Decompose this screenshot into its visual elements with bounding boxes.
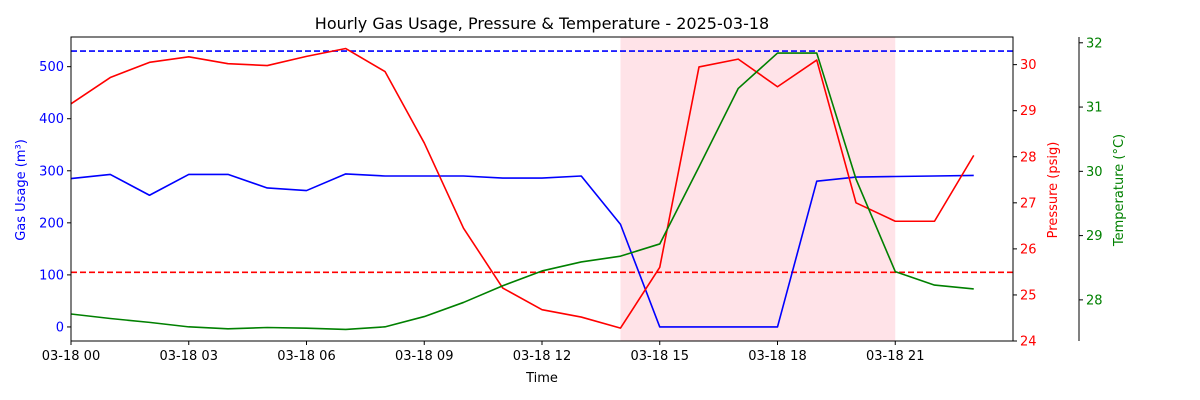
gas-tick-label: 300 bbox=[39, 164, 64, 179]
gas-axis-label: Gas Usage (m³) bbox=[14, 139, 29, 241]
temperature-axis-label: Temperature (°C) bbox=[1112, 134, 1127, 247]
pressure-tick-label: 25 bbox=[1020, 288, 1037, 303]
gas-series-line bbox=[70, 173, 974, 328]
x-tick-label: 03-18 18 bbox=[748, 349, 806, 364]
gas-tick-label: 200 bbox=[39, 216, 64, 231]
gas-tick-label: 500 bbox=[39, 60, 64, 75]
pressure-axis-label: Pressure (psig) bbox=[1046, 142, 1061, 239]
gas-tick-label: 400 bbox=[39, 112, 64, 127]
x-axis-label: Time bbox=[525, 371, 558, 386]
pressure-tick-label: 28 bbox=[1020, 150, 1037, 165]
pressure-tick-label: 24 bbox=[1020, 335, 1037, 350]
pressure-series-line bbox=[70, 47, 975, 329]
x-tick-label: 03-18 15 bbox=[631, 349, 689, 364]
x-tick-label: 03-18 12 bbox=[513, 349, 571, 364]
pressure-tick-label: 26 bbox=[1020, 242, 1037, 257]
pressure-tick-label: 27 bbox=[1020, 196, 1037, 211]
x-tick-label: 03-18 00 bbox=[42, 349, 100, 364]
pressure-tick-label: 29 bbox=[1020, 104, 1037, 119]
pressure-tick-label: 30 bbox=[1020, 58, 1037, 73]
plot-area: 03-18 00 03-18 03 03-18 06 03-18 09 03-18 12… bbox=[39, 36, 1102, 364]
x-tick-label: 03-18 09 bbox=[395, 349, 453, 364]
x-tick-label: 03-18 21 bbox=[866, 349, 924, 364]
gas-tick-label: 0 bbox=[56, 320, 64, 335]
temperature-tick-label: 31 bbox=[1086, 101, 1103, 116]
chart-title: Hourly Gas Usage, Pressure & Temperature… bbox=[315, 14, 769, 33]
temperature-tick-label: 30 bbox=[1086, 165, 1103, 180]
temperature-tick-label: 32 bbox=[1086, 36, 1103, 51]
temperature-tick-label: 29 bbox=[1086, 229, 1103, 244]
temperature-series-line bbox=[70, 52, 974, 331]
temperature-tick-label: 28 bbox=[1086, 293, 1103, 308]
x-tick-label: 03-18 06 bbox=[277, 349, 335, 364]
gas-tick-label: 100 bbox=[39, 268, 64, 283]
shaded-region bbox=[620, 37, 896, 341]
x-tick-label: 03-18 03 bbox=[160, 349, 218, 364]
